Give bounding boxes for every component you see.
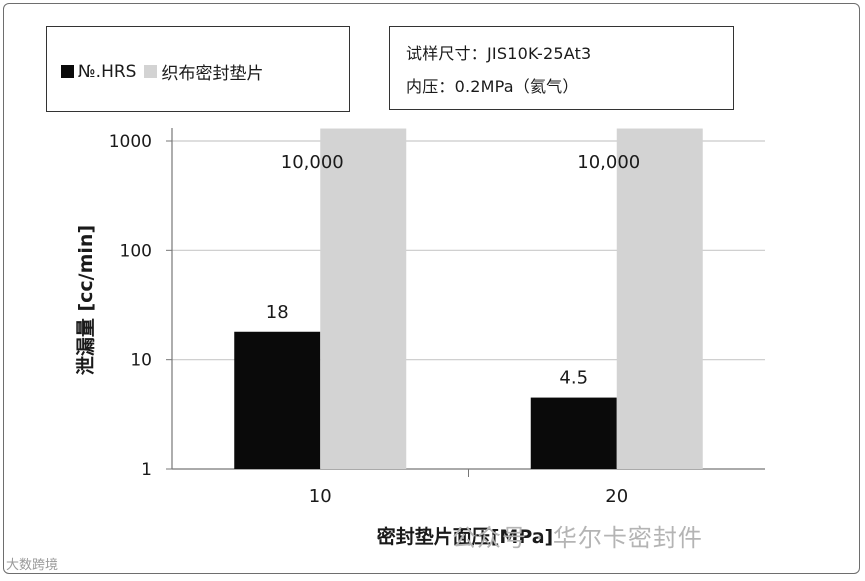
data-label: 18: [266, 302, 289, 323]
x-tick-label: 20: [605, 486, 628, 507]
y-axis-label: 泄漏量 [cc/min]: [74, 225, 97, 375]
watermark: 公众号 · 华尔卡密封件: [452, 524, 703, 552]
bar-hrs-20: [530, 397, 617, 469]
data-label: 10,000: [281, 152, 344, 173]
bar-woven-gasket-20: [616, 128, 703, 470]
legend-items: №.HRS 织布密封垫片: [61, 59, 271, 84]
internal-pressure-text: 内压：0.2MPa（氦气）: [406, 77, 579, 96]
bar-woven-gasket-10: [320, 128, 407, 470]
x-tick-label: 10: [309, 486, 332, 507]
legend-label-hrs: №.HRS: [78, 61, 137, 82]
legend-swatch-woven: [144, 65, 158, 78]
corner-logo: 大数跨境: [6, 558, 59, 573]
specimen-size-text: 试样尺寸：JIS10K-25At3: [406, 44, 592, 63]
data-label: 4.5: [559, 368, 588, 389]
data-label: 10,000: [577, 152, 640, 173]
y-tick-label: 1: [141, 460, 152, 480]
y-tick-label: 1000: [109, 132, 152, 152]
bar-hrs-10: [234, 331, 321, 469]
y-tick-label: 10: [130, 351, 152, 371]
y-tick-label: 100: [120, 241, 152, 261]
x-axis-label: 密封垫片面压[MPa]: [376, 526, 554, 548]
legend: №.HRS 织布密封垫片: [46, 26, 350, 112]
test-conditions-box: 试样尺寸：JIS10K-25At3 内压：0.2MPa（氦气）: [389, 26, 734, 110]
legend-label-woven: 织布密封垫片: [161, 64, 264, 84]
legend-swatch-hrs: [61, 65, 74, 78]
